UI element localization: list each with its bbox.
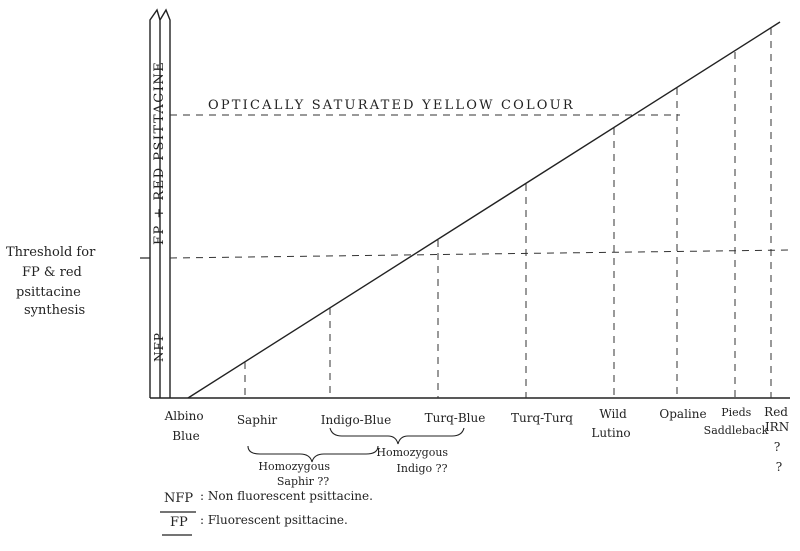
- threshold-line-2: FP & red: [22, 265, 82, 280]
- legend-fp-text: : Fluorescent psittacine.: [200, 513, 348, 527]
- legend-fp-abbr: FP: [170, 515, 188, 530]
- saturation-label: OPTICALLY SATURATED YELLOW COLOUR: [208, 98, 575, 113]
- category-wild-lutino: Wild Lutino: [591, 407, 630, 440]
- bar-label-bottom: NFP: [152, 332, 166, 362]
- drop-lines: [244, 28, 772, 398]
- category-saphir: Saphir: [237, 413, 278, 427]
- category-red-irn: Red IRN ? ?: [764, 405, 793, 474]
- category-turq-turq: Turq-Turq: [511, 411, 573, 425]
- diagonal-line: [187, 21, 781, 399]
- threshold-line-1: Threshold for: [6, 245, 96, 260]
- threshold-line: [169, 249, 791, 259]
- category-albino-blue: Albino Blue: [164, 409, 208, 443]
- category-pieds-saddleback: Pieds Saddleback: [704, 406, 769, 437]
- legend-nfp-text: : Non fluorescent psittacine.: [200, 489, 373, 503]
- threshold-line-4: synthesis: [24, 303, 85, 318]
- vertical-bar: [149, 8, 171, 398]
- legend-nfp-abbr: NFP: [164, 491, 193, 506]
- legend: NFP : Non fluorescent psittacine. FP : F…: [160, 489, 373, 536]
- category-turq-blue: Turq-Blue: [425, 411, 486, 425]
- category-indigo-blue: Indigo-Blue: [321, 413, 391, 427]
- threshold-line-3: psittacine: [16, 285, 81, 300]
- bracket-saphir: [247, 445, 379, 463]
- threshold-label: Threshold for FP & red psittacine synthe…: [6, 245, 99, 318]
- bar-label-top: FP + RED PSITTACINE: [152, 61, 167, 245]
- category-opaline: Opaline: [659, 407, 706, 421]
- bracket-indigo: [329, 427, 465, 445]
- bracket-label-saphir: Homozygous Saphir ??: [258, 460, 333, 488]
- bracket-label-indigo: Homozygous Indigo ??: [376, 446, 451, 475]
